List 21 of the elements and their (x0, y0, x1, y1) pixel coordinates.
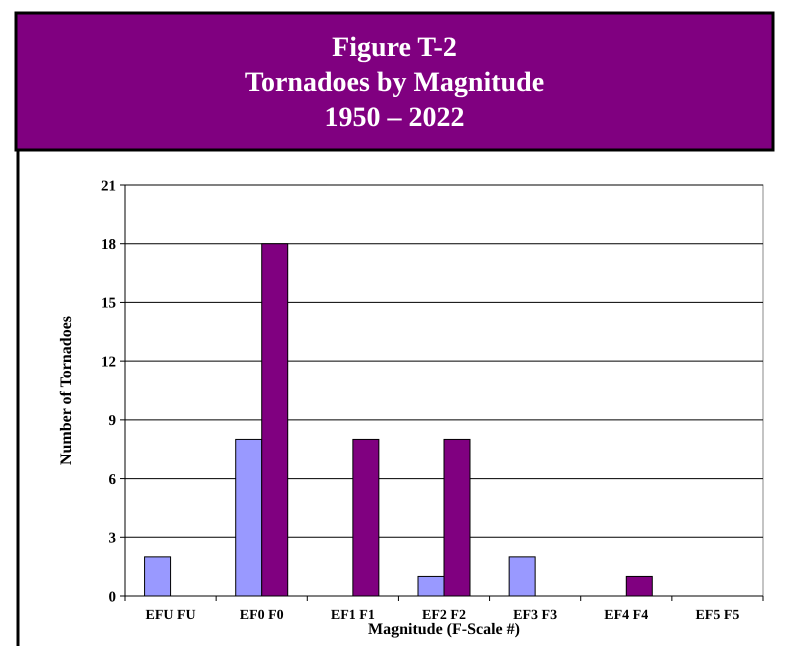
y-tick-label: 21 (101, 178, 116, 194)
bar (144, 556, 172, 596)
bar (508, 556, 536, 596)
x-tick-label: EF4 F4 (604, 608, 648, 623)
chart-title: Figure T-2 Tornadoes by Magnitude 1950 – 2022 (244, 32, 544, 133)
y-tick-label: 18 (101, 236, 116, 253)
x-tick-label: EF1 F1 (330, 608, 375, 623)
y-tick-label: 3 (108, 530, 116, 547)
bar (626, 576, 653, 596)
x-tick-label: EF0 F0 (240, 608, 284, 623)
y-tick-label: 15 (101, 296, 116, 312)
y-tick-label: 6 (108, 472, 116, 488)
y-tick-label: 12 (101, 354, 116, 370)
y-tick-label: 9 (108, 413, 116, 430)
x-axis-title: Magnitude (F-Scale #) (368, 621, 520, 638)
y-axis-title: Number of Tornadoes (58, 316, 75, 466)
x-tick-label: EFU FU (145, 608, 196, 623)
x-tick-label: EF5 F5 (695, 608, 740, 623)
x-tick-label: EF2 F2 (422, 608, 466, 623)
x-tick-label: EF3 F3 (513, 608, 558, 623)
y-tick-label: 0 (108, 589, 116, 606)
